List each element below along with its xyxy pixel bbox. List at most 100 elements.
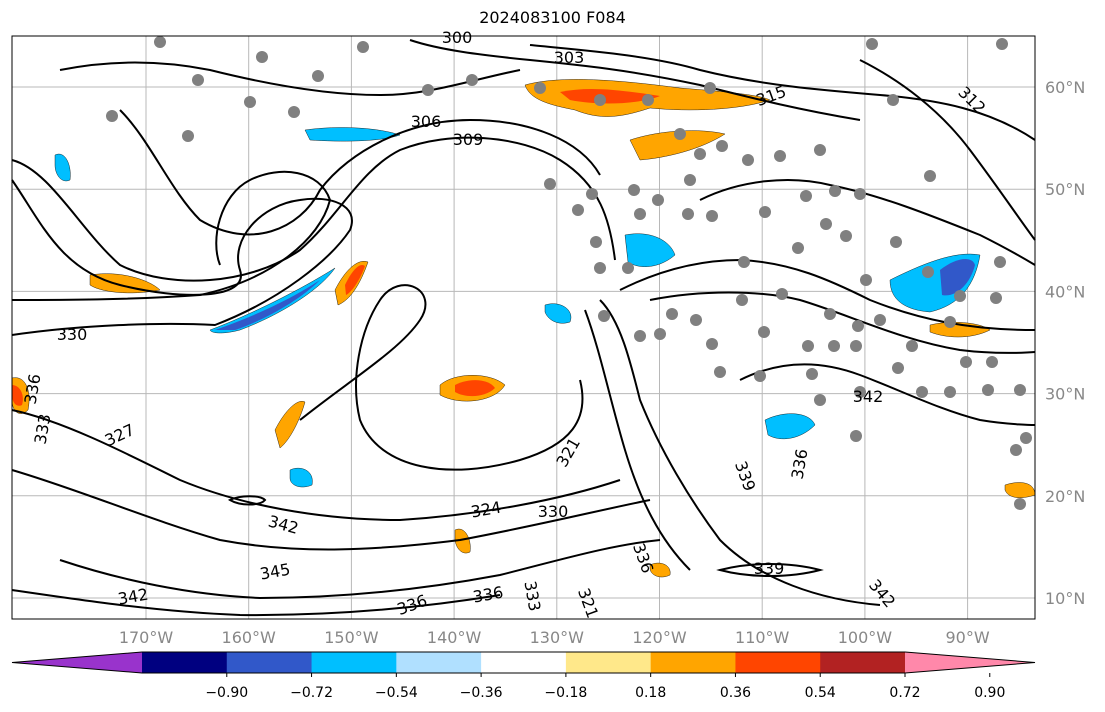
station-marker [792, 242, 804, 254]
contour-line [649, 291, 1036, 354]
contour-line [59, 61, 521, 97]
lon-tick-label: 150°W [324, 628, 379, 647]
contour-line [409, 39, 861, 121]
station-marker [736, 294, 748, 306]
colorbar-tick-label: −0.18 [544, 685, 587, 701]
station-marker [642, 94, 654, 106]
shade-negative-hawaii [289, 467, 313, 488]
contour-label: 342 [853, 387, 884, 406]
lon-tick-label: 140°W [427, 628, 482, 647]
contour-line [227, 495, 267, 506]
colorbar-segment [820, 652, 906, 673]
station-marker [742, 154, 754, 166]
contour-line [59, 539, 661, 600]
station-marker [357, 41, 369, 53]
station-marker [944, 386, 956, 398]
colorbar-segment [311, 652, 397, 673]
colorbar-tick-label: −0.72 [290, 685, 333, 701]
contour-line [11, 589, 501, 617]
station-marker [690, 314, 702, 326]
colorbar-segment [396, 652, 482, 673]
station-marker [824, 308, 836, 320]
contour-line [529, 44, 1036, 141]
station-marker [684, 174, 696, 186]
station-marker [759, 206, 771, 218]
station-marker [704, 82, 716, 94]
station-marker [706, 338, 718, 350]
contour-line [11, 170, 332, 301]
station-marker [466, 74, 478, 86]
colorbar-segment [481, 652, 567, 673]
station-marker [594, 262, 606, 274]
station-marker [312, 70, 324, 82]
station-marker [586, 188, 598, 200]
lat-tick-label: 60°N [1045, 78, 1085, 97]
station-marker [776, 288, 788, 300]
station-marker [244, 96, 256, 108]
contour-line [716, 563, 824, 577]
station-marker [960, 356, 972, 368]
station-marker [860, 274, 872, 286]
station-marker [924, 170, 936, 182]
station-marker [996, 38, 1008, 50]
station-marker [892, 362, 904, 374]
station-marker [572, 204, 584, 216]
contour-line [859, 59, 1036, 241]
station-marker [916, 386, 928, 398]
contour-line [599, 299, 881, 606]
contour-line [119, 109, 601, 236]
station-marker [887, 94, 899, 106]
station-marker [986, 356, 998, 368]
station-marker [598, 310, 610, 322]
station-marker [256, 51, 268, 63]
contour-line [739, 363, 1036, 426]
station-marker [652, 194, 664, 206]
station-marker [850, 340, 862, 352]
lon-tick-label: 110°W [735, 628, 790, 647]
contour-label: 339 [754, 559, 785, 578]
station-marker [674, 128, 686, 140]
shade-negative-mexico [764, 413, 816, 440]
station-marker [854, 386, 866, 398]
station-marker [666, 308, 678, 320]
shade-positive-south [454, 528, 471, 554]
colorbar-segment [565, 652, 652, 673]
station-marker [874, 314, 886, 326]
colorbar-segment [142, 652, 228, 673]
shade-red-jet [345, 264, 365, 295]
contour-label: 303 [554, 48, 585, 67]
lat-tick-label: 30°N [1045, 385, 1085, 404]
station-marker [714, 366, 726, 378]
station-marker [182, 130, 194, 142]
shade-negative-aleutians [304, 127, 401, 142]
station-marker [716, 140, 728, 152]
contour-line [11, 409, 621, 522]
contour-label: 309 [453, 130, 484, 149]
colorbar-tick-label: −0.54 [375, 685, 418, 701]
station-marker [154, 36, 166, 48]
station-marker [106, 110, 118, 122]
longitude-tick-labels: 170°W 160°W 150°W 140°W 130°W 120°W 110°W 100°W… [119, 628, 990, 647]
colorbar-segment [735, 652, 821, 673]
station-marker [820, 218, 832, 230]
colorbar-tick-label: −0.36 [460, 685, 503, 701]
colorbar-tick-label: 0.90 [974, 685, 1005, 701]
station-marker [1014, 384, 1026, 396]
contour-label: 330 [538, 502, 569, 521]
colorbar-tick-label: −0.90 [205, 685, 248, 701]
station-marker [866, 38, 878, 50]
lat-tick-label: 40°N [1045, 282, 1085, 301]
lon-tick-label: 130°W [530, 628, 585, 647]
station-markers [106, 36, 1032, 510]
station-marker [944, 316, 956, 328]
station-marker [1010, 444, 1022, 456]
station-marker [754, 370, 766, 382]
lon-tick-label: 160°W [222, 628, 277, 647]
colorbar-tick-label: 0.72 [889, 685, 920, 701]
station-marker [852, 320, 864, 332]
station-marker [634, 330, 646, 342]
station-marker [890, 236, 902, 248]
station-marker [706, 210, 718, 222]
station-marker [982, 384, 994, 396]
station-marker [594, 94, 606, 106]
